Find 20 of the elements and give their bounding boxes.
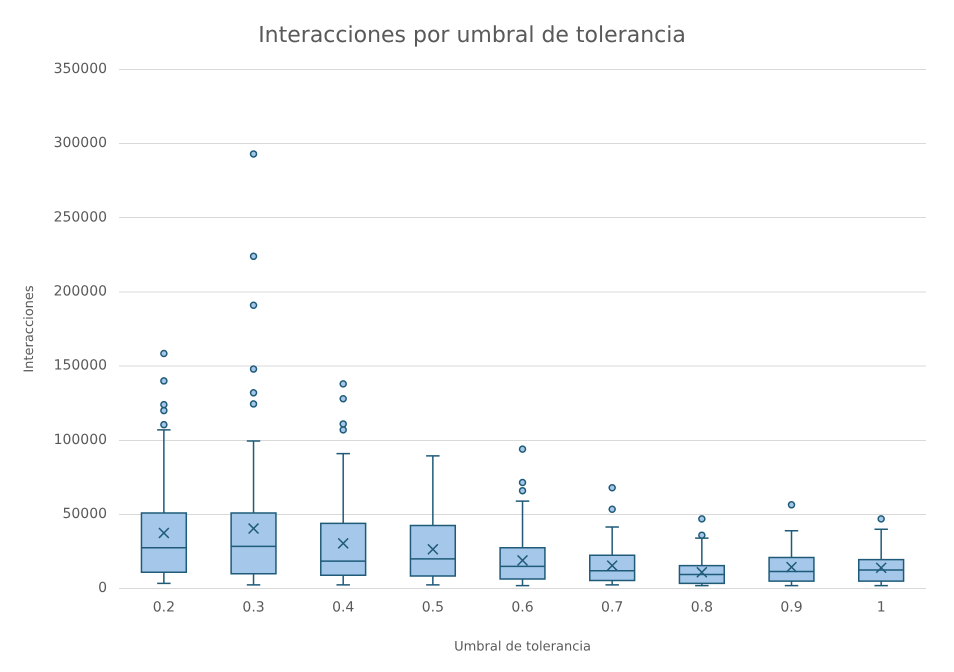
y-axis-title: Interacciones	[22, 285, 38, 373]
y-tick-label: 250000	[54, 209, 108, 226]
y-tick-label: 100000	[54, 432, 108, 448]
x-tick-label: 0.9	[780, 600, 803, 616]
x-tick-label: 0.4	[332, 600, 354, 616]
y-tick-label: 50000	[62, 506, 108, 522]
x-tick-label: 0.8	[690, 600, 713, 616]
x-tick-label: 0.7	[601, 600, 624, 616]
x-tick-label: 0.3	[242, 600, 265, 616]
x-tick-label: 0.6	[511, 600, 534, 616]
y-tick-label: 200000	[54, 284, 108, 300]
x-tick-label: 1	[876, 600, 886, 616]
chart-title: Interacciones por umbral de tolerancia	[258, 22, 686, 48]
y-tick-label: 0	[98, 580, 108, 596]
y-tick-label: 300000	[54, 135, 108, 152]
x-tick-label: 0.5	[422, 600, 444, 616]
x-tick-label: 0.2	[152, 600, 176, 616]
y-tick-label: 350000	[54, 61, 108, 78]
y-tick-label: 150000	[54, 358, 108, 374]
x-axis-title: Umbral de tolerancia	[454, 640, 591, 655]
